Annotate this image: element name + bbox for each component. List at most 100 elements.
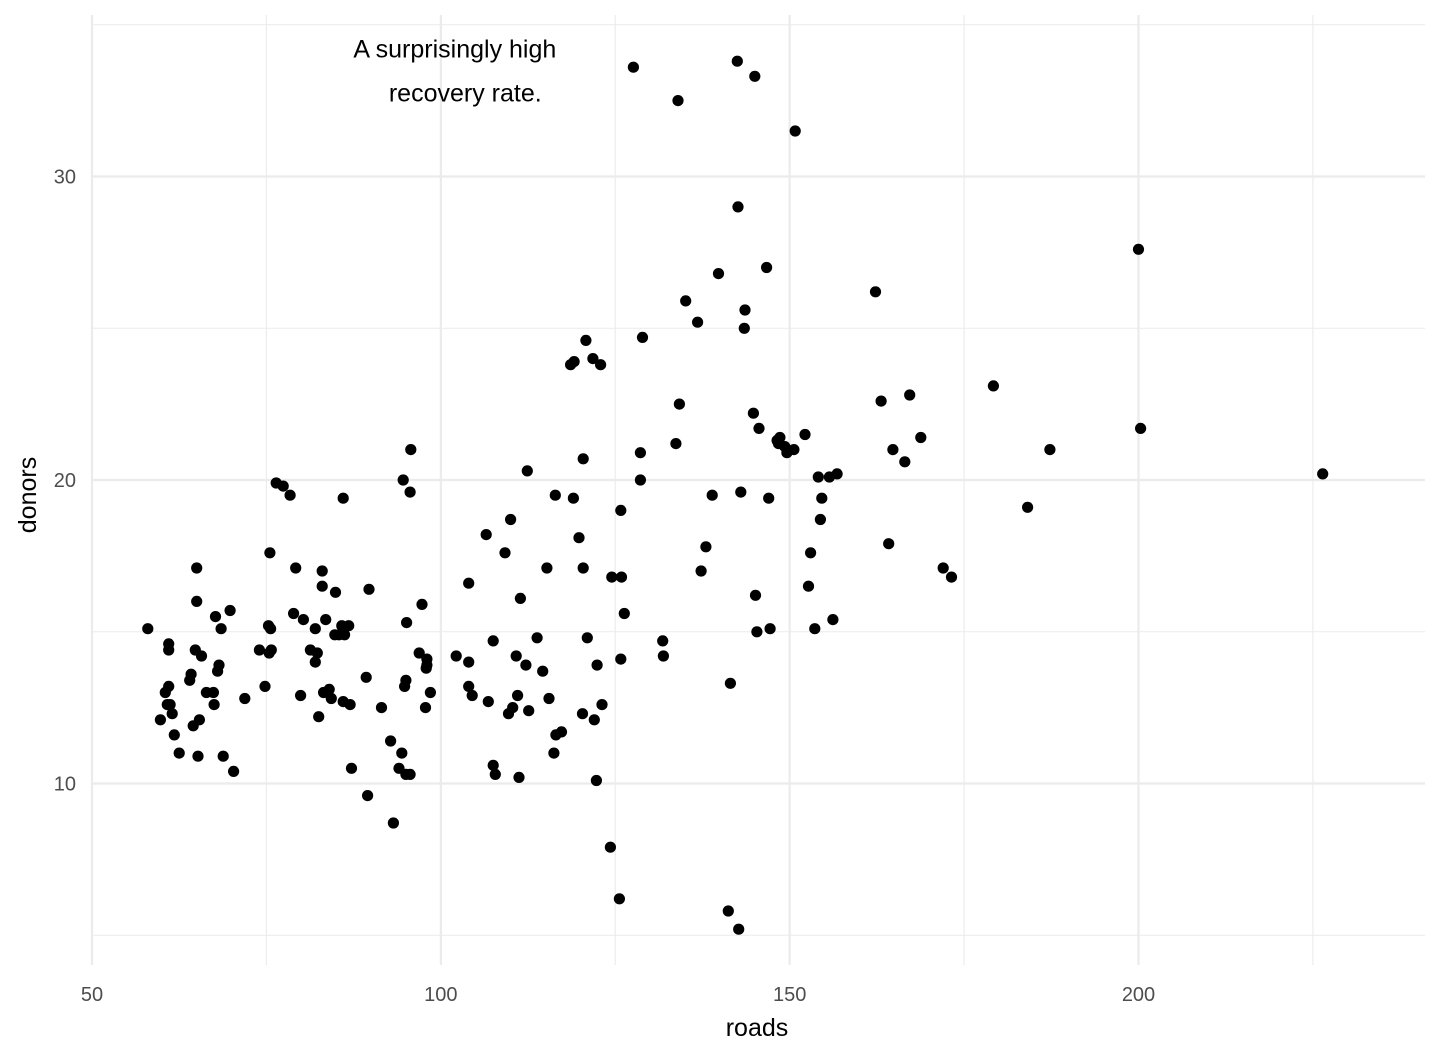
data-point [673,398,686,410]
data-point [1132,243,1145,255]
data-point [487,635,499,647]
data-point [480,529,492,541]
minor-gridlines-x [265,15,1314,965]
data-point [284,489,296,501]
data-point [387,817,399,829]
major-gridlines-x [90,15,1140,965]
data-point [228,765,240,778]
data-point [883,538,895,550]
data-point [712,268,725,280]
data-point [576,708,589,720]
data-point [405,444,417,456]
data-point [774,431,786,444]
data-point [875,395,887,407]
data-point [163,680,175,693]
data-point [749,589,762,601]
data-point [253,644,265,656]
data-point [634,447,647,459]
data-point [706,489,718,501]
data-point [413,647,425,659]
data-point [657,650,670,662]
data-point [604,841,617,853]
data-point [749,70,761,82]
data-point [672,95,684,107]
data-point [1044,444,1056,456]
data-point [590,774,603,787]
data-point [397,474,409,486]
data-point [588,714,600,726]
data-point [313,711,325,723]
data-point [591,659,603,671]
major-gridlines-y [92,175,1425,785]
data-point [265,623,277,635]
data-point [814,513,827,526]
data-point [463,680,475,693]
data-point [463,577,475,589]
data-point [789,125,801,137]
data-point [670,438,682,450]
data-point [618,607,630,620]
data-point [514,592,527,605]
data-point [295,689,307,702]
data-point [217,750,229,762]
data-point [915,431,927,444]
data-point [763,492,775,504]
data-point [168,729,180,741]
data-point [339,629,351,641]
data-point [224,604,236,617]
data-point [615,571,628,583]
data-point [987,380,1000,392]
data-point [404,768,416,781]
data-point [1135,422,1147,434]
x-axis-tick-labels: 50 100 150 200 [81,984,1155,1006]
data-point [164,699,176,711]
data-point [735,486,747,498]
data-point [416,598,428,611]
data-point [419,702,432,714]
data-point [887,444,899,456]
data-point [259,680,271,693]
data-point [505,513,517,526]
data-point [945,571,958,583]
data-point [325,692,337,705]
data-point [195,650,208,662]
data-point [385,735,397,747]
data-point [555,726,568,738]
data-point [154,714,166,726]
data-point [722,905,734,917]
data-point [595,359,607,371]
data-point [657,635,669,647]
data-point [580,334,592,346]
data-point [329,586,342,598]
data-point [463,656,475,668]
y-tick-label: 30 [54,167,76,189]
data-point [812,471,824,483]
data-point [596,699,608,711]
data-point [297,614,309,626]
data-point [404,486,416,498]
data-point [375,702,388,714]
data-point [316,565,328,577]
data-point [309,623,321,635]
data-point [680,295,692,307]
data-point [290,562,302,574]
data-point [1022,501,1034,513]
data-point [724,677,737,689]
x-tick-label: 200 [1122,984,1155,1006]
data-point [323,683,335,696]
y-axis-title: donors [14,457,42,533]
data-point [191,595,203,608]
data-point [173,747,185,759]
data-point [265,644,277,656]
data-point [311,647,323,659]
x-tick-label: 150 [773,984,806,1006]
data-point [401,617,413,629]
y-axis-tick-labels: 10 20 30 [54,167,76,796]
data-point [816,492,828,504]
data-point [615,653,627,665]
data-point [904,389,916,401]
data-point [587,353,599,365]
data-point [577,562,589,574]
data-point [731,55,743,67]
